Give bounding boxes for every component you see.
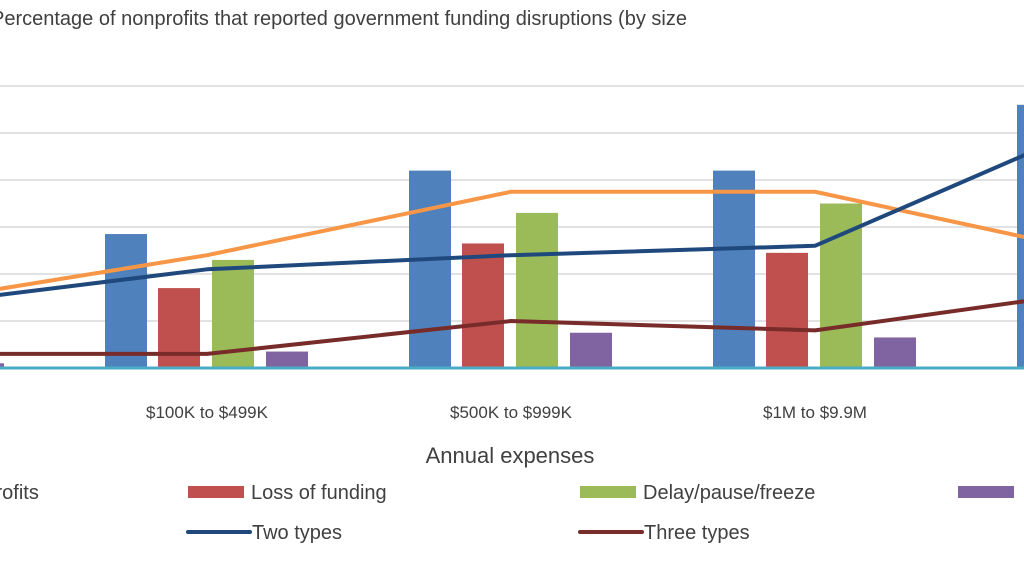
bar <box>105 234 147 368</box>
x-tick-label: $500K to $999K <box>450 403 573 422</box>
lines <box>0 153 1024 356</box>
legend-label: Two types <box>252 522 342 544</box>
legend-label: nonprofits <box>0 482 39 504</box>
line-series <box>0 153 1024 297</box>
legend-swatch <box>958 486 1014 498</box>
bar <box>158 288 200 368</box>
bar <box>713 170 755 368</box>
legend: nonprofits Loss of funding Delay/pause/fre… <box>0 482 1014 544</box>
bars <box>0 104 1024 369</box>
x-tick-label: $1M to $9.9M <box>763 403 867 422</box>
bar <box>462 243 504 368</box>
bar <box>516 212 558 368</box>
line-series <box>0 189 1024 291</box>
line-series <box>0 299 1024 356</box>
legend-label: Three types <box>644 522 750 544</box>
bar <box>409 170 451 368</box>
x-tick-labels: $100K to $499K $500K to $999K $1M to $9.9M <box>146 403 867 422</box>
bar <box>820 203 862 368</box>
bar <box>266 351 308 368</box>
legend-swatch <box>580 486 636 498</box>
bar <box>570 332 612 368</box>
x-tick-label: $100K to $499K <box>146 403 269 422</box>
legend-label: Delay/pause/freeze <box>643 482 815 504</box>
x-axis-title: Annual expenses <box>426 443 595 468</box>
bar <box>766 252 808 368</box>
bar <box>874 337 916 368</box>
bar <box>0 363 4 368</box>
legend-swatch <box>188 486 244 498</box>
chart-title: Percentage of nonprofits that reported g… <box>0 8 687 30</box>
legend-label: Loss of funding <box>251 482 387 504</box>
